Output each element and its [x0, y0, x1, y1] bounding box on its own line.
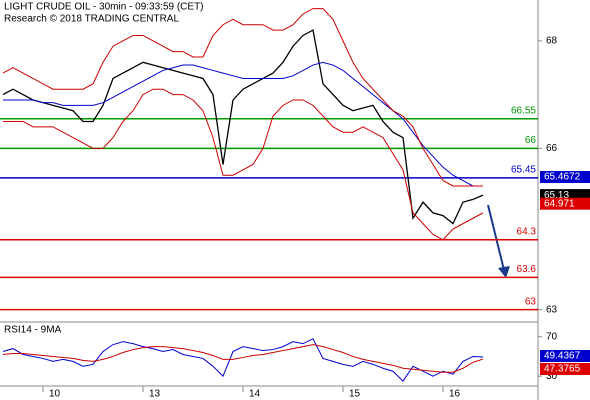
chart-title: LIGHT CRUDE OIL - 30min - 09:33:59 (CET)	[4, 2, 204, 13]
price-line	[2, 8, 483, 187]
level-label: 63	[525, 296, 537, 307]
rsi-line	[2, 344, 484, 373]
rsi-tag	[540, 363, 590, 375]
level-label: 66.55	[511, 105, 536, 116]
price-tag	[540, 197, 590, 210]
rsi-line	[2, 338, 484, 382]
rsi-tick-label: 70	[546, 331, 558, 342]
forecast-arrow	[487, 204, 505, 271]
rsi-tag-label: 47.3765	[544, 364, 581, 375]
y-tick-label: 63	[546, 304, 558, 315]
price-line	[2, 29, 484, 225]
price-tag-label: 65.13	[544, 190, 569, 201]
y-tick-label: 68	[546, 35, 558, 46]
x-tick-label: 10	[49, 389, 61, 400]
level-label: 63.6	[517, 264, 537, 275]
x-tick-label: 15	[349, 389, 361, 400]
rsi-tick-label: 30	[546, 371, 558, 382]
rsi-tag-label: 49.4367	[544, 351, 581, 362]
price-tag-label: 65.4672	[544, 172, 581, 183]
rsi-title: RSI14 - 9MA	[4, 325, 62, 336]
level-label: 64.3	[517, 226, 537, 237]
level-label: 66	[525, 135, 537, 146]
y-tick-label: 66	[546, 143, 558, 154]
arrow-head	[498, 266, 510, 278]
price-line	[3, 61, 483, 187]
x-tick-label: 14	[249, 389, 261, 400]
level-label: 65.45	[511, 165, 536, 176]
price-tag	[540, 171, 590, 184]
chart-subtitle: Research © 2018 TRADING CENTRAL	[4, 14, 179, 25]
x-tick-label: 16	[449, 389, 461, 400]
rsi-tag	[540, 350, 590, 362]
price-line	[3, 88, 484, 241]
price-tag-label: 64.971	[544, 198, 575, 209]
x-tick-label: 13	[149, 389, 161, 400]
